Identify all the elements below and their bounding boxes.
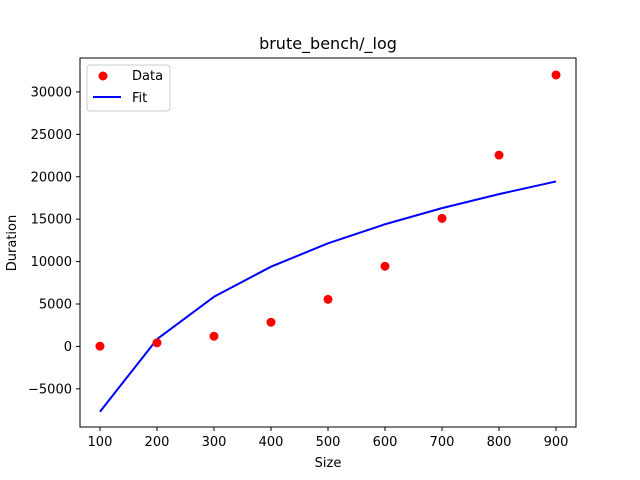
data-point <box>494 150 504 160</box>
legend-marker-data <box>98 71 108 81</box>
y-tick-label: −5000 <box>28 382 72 397</box>
legend: Data Fit <box>86 64 171 112</box>
fit-line <box>99 180 557 413</box>
data-point <box>95 341 105 351</box>
y-tick-label: 10000 <box>31 255 72 270</box>
x-axis: 100 200 300 400 500 600 700 800 900 <box>88 427 569 450</box>
x-tick-label: 100 <box>88 435 113 450</box>
chart-title: brute_bench/_log <box>259 34 397 54</box>
data-point <box>323 294 333 304</box>
data-point <box>380 261 390 271</box>
legend-label-data: Data <box>132 69 163 84</box>
data-point <box>551 70 561 80</box>
y-tick-label: 20000 <box>31 170 72 185</box>
y-tick-label: 15000 <box>31 213 72 228</box>
x-axis-label: Size <box>315 456 342 471</box>
y-axis-label: Duration <box>5 215 20 271</box>
data-point <box>152 338 162 348</box>
series-layer <box>95 70 561 413</box>
y-tick-label: 5000 <box>39 298 72 313</box>
y-tick-label: 25000 <box>31 128 72 143</box>
data-point <box>209 331 219 341</box>
x-tick-label: 200 <box>145 435 170 450</box>
legend-box <box>86 64 171 112</box>
x-tick-label: 400 <box>259 435 284 450</box>
x-tick-label: 900 <box>544 435 569 450</box>
data-point <box>437 213 447 223</box>
plot-frame <box>79 57 577 428</box>
x-tick-label: 800 <box>487 435 512 450</box>
legend-label-fit: Fit <box>132 91 147 106</box>
x-tick-label: 500 <box>316 435 341 450</box>
y-tick-label: 30000 <box>31 85 72 100</box>
y-axis: −5000 0 5000 10000 15000 20000 25000 30000 <box>28 85 80 397</box>
x-tick-label: 600 <box>373 435 398 450</box>
data-point <box>266 317 276 327</box>
x-tick-label: 300 <box>202 435 227 450</box>
y-tick-label: 0 <box>64 340 72 355</box>
x-tick-label: 700 <box>430 435 455 450</box>
